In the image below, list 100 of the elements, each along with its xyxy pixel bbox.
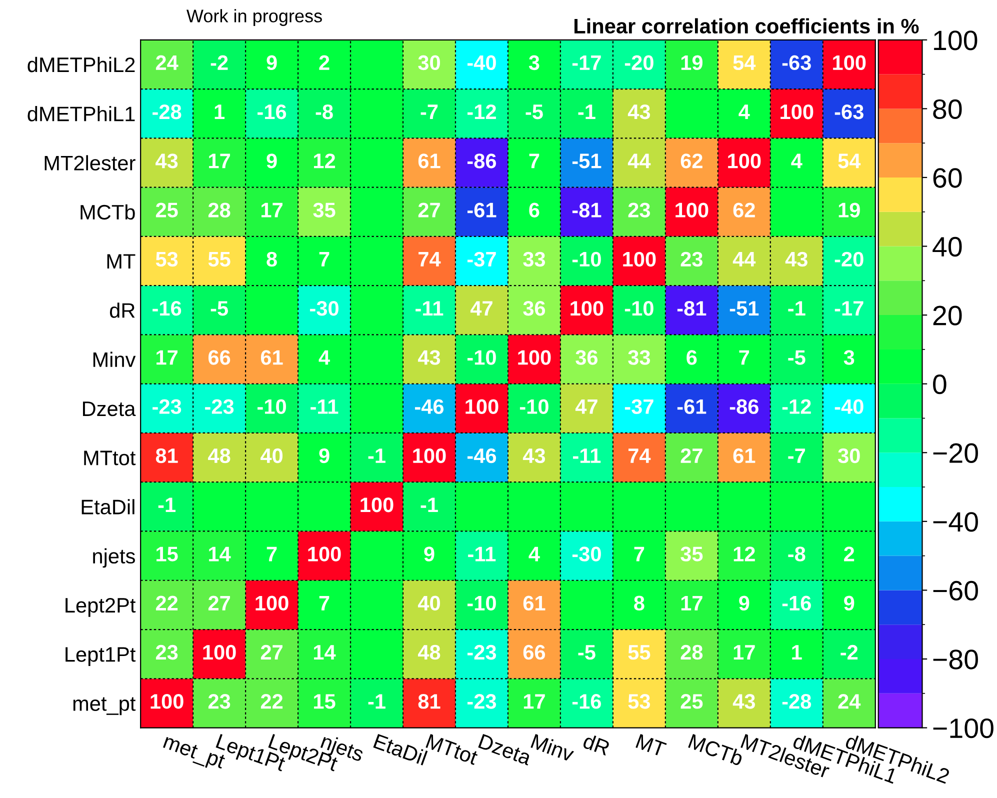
data-label: -61 xyxy=(467,202,496,218)
data-label: -86 xyxy=(730,399,758,414)
data-label: -1 xyxy=(368,694,386,709)
data-label: 61 xyxy=(418,154,440,168)
data-label: 9 xyxy=(319,448,330,464)
color-bar-label: 60 xyxy=(933,168,962,188)
data-label: -81 xyxy=(677,300,706,316)
data-label: 4 xyxy=(791,154,802,168)
data-label: 100 xyxy=(308,546,341,562)
data-label: -7 xyxy=(420,104,438,119)
data-label: -17 xyxy=(572,56,601,70)
data-label: 3 xyxy=(528,55,540,70)
data-label: 1 xyxy=(792,645,802,660)
data-label: 8 xyxy=(266,252,277,267)
data-label: -16 xyxy=(782,596,811,611)
data-label: 6 xyxy=(529,202,540,218)
data-label: -11 xyxy=(573,448,601,463)
data-label: -10 xyxy=(258,399,286,414)
data-label: -63 xyxy=(782,55,811,70)
color-bar-label: −40 xyxy=(933,512,978,532)
data-label: 43 xyxy=(522,448,546,464)
data-label: 23 xyxy=(680,252,703,267)
data-label: 7 xyxy=(319,252,330,266)
data-label: -5 xyxy=(210,301,228,316)
data-label: 15 xyxy=(156,546,178,562)
y-tick-label: EtaDil xyxy=(82,499,134,514)
data-label: 9 xyxy=(266,154,277,168)
data-label: 35 xyxy=(313,202,336,218)
data-label: 53 xyxy=(628,694,650,709)
data-label: -11 xyxy=(468,546,496,562)
data-label: 100 xyxy=(413,448,446,464)
data-label: -86 xyxy=(467,154,496,168)
data-label: 14 xyxy=(314,645,336,660)
data-label: 61 xyxy=(260,350,283,365)
data-label: 12 xyxy=(314,154,336,168)
y-tick-label: Lept1Pt xyxy=(66,647,136,666)
color-bar-label: 20 xyxy=(933,306,962,326)
data-label: 12 xyxy=(734,546,755,562)
data-label: 48 xyxy=(208,448,230,464)
data-label: -28 xyxy=(782,694,812,709)
color-bar-label: 40 xyxy=(932,236,962,257)
data-label: 23 xyxy=(628,202,650,218)
data-label: 33 xyxy=(628,350,650,365)
data-label: -30 xyxy=(310,300,338,316)
data-label: 4 xyxy=(528,546,540,562)
data-label: 40 xyxy=(418,596,440,611)
data-label: -37 xyxy=(624,399,654,414)
data-label: -11 xyxy=(310,399,338,414)
y-tick-label: Lept2Pt xyxy=(66,598,136,617)
data-label: 24 xyxy=(838,694,861,709)
text: Work in progress xyxy=(186,9,322,26)
data-label: 19 xyxy=(681,55,702,70)
data-label: 100 xyxy=(150,694,184,709)
data-label: 27 xyxy=(680,448,702,463)
data-label: 9 xyxy=(844,596,854,611)
data-label: 7 xyxy=(634,546,644,562)
color-bar-label: −80 xyxy=(933,650,978,670)
data-label: 7 xyxy=(319,596,330,610)
data-label: 36 xyxy=(576,350,598,365)
data-label: 14 xyxy=(209,546,231,562)
data-label: -5 xyxy=(578,645,596,660)
y-tick-label: dR xyxy=(110,302,135,318)
data-label: 3 xyxy=(844,350,854,365)
data-label: 27 xyxy=(208,596,230,610)
data-label: 7 xyxy=(266,546,277,562)
data-label: 53 xyxy=(156,252,178,267)
x-tick-label: MT xyxy=(636,734,667,757)
data-label: -2 xyxy=(840,644,858,660)
data-label: -63 xyxy=(834,104,864,120)
data-label: -46 xyxy=(415,399,444,414)
data-label: 19 xyxy=(838,202,860,218)
data-label: 43 xyxy=(156,154,178,168)
y-tick-label: MTtot xyxy=(84,450,136,466)
data-label: -5 xyxy=(526,104,543,120)
data-label: 61 xyxy=(523,596,546,611)
data-label: -10 xyxy=(467,350,496,365)
data-label: -20 xyxy=(624,55,654,70)
data-label: 55 xyxy=(628,645,650,660)
data-label: -1 xyxy=(368,448,386,463)
data-label: -10 xyxy=(624,300,654,316)
y-tick-label: MT2lester xyxy=(44,155,136,170)
data-label: -2 xyxy=(210,55,228,70)
data-label: 74 xyxy=(418,252,441,266)
data-label: 100 xyxy=(466,399,498,414)
data-label: 100 xyxy=(570,300,604,316)
data-label: 43 xyxy=(628,104,650,120)
data-label: 2 xyxy=(844,546,854,562)
data-label: 30 xyxy=(838,448,860,464)
y-tick-label: njets xyxy=(93,548,135,568)
data-label: 35 xyxy=(680,546,703,562)
y-tick-label: met_pt xyxy=(73,697,136,716)
data-label: 48 xyxy=(418,644,440,660)
data-label: -16 xyxy=(572,694,602,709)
data-label: -16 xyxy=(152,300,182,316)
color-bar-label: 100 xyxy=(934,30,978,50)
data-label: 47 xyxy=(575,399,598,414)
data-label: -12 xyxy=(467,104,496,119)
data-label: 17 xyxy=(262,202,282,218)
data-label: 23 xyxy=(156,644,178,660)
data-label: -37 xyxy=(467,252,496,267)
